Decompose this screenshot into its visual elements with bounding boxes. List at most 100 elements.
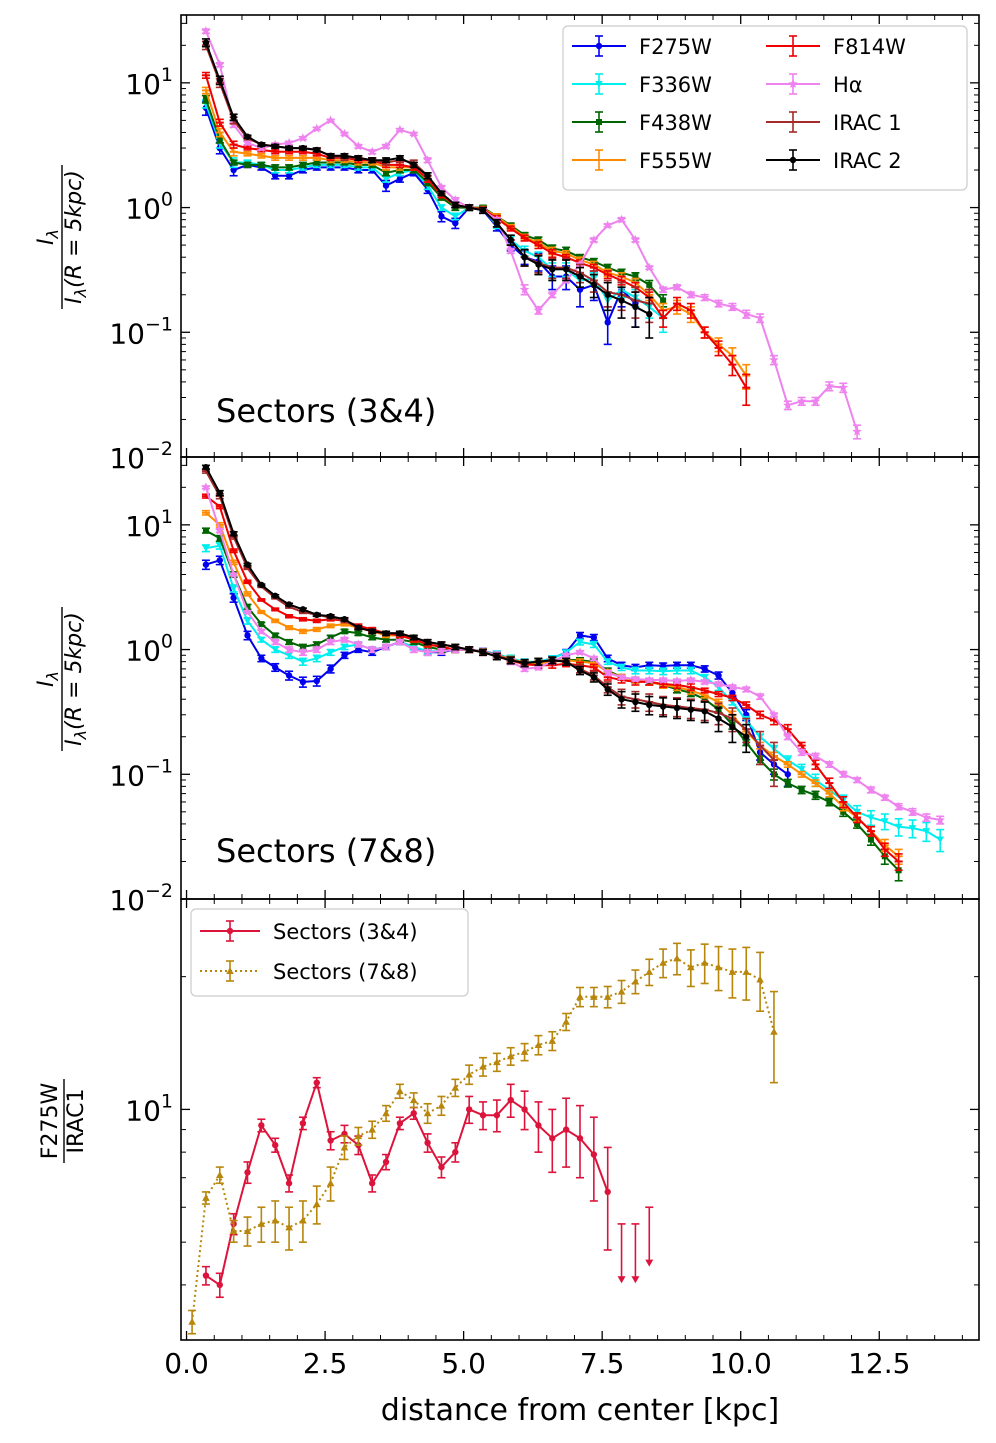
data-point (549, 1135, 556, 1142)
data-point (312, 655, 321, 663)
data-point (646, 281, 653, 288)
data-point (312, 1200, 321, 1208)
data-point (409, 644, 419, 654)
data-point (229, 1227, 238, 1235)
data-point (244, 561, 251, 568)
data-point (521, 1106, 528, 1113)
data-point (272, 172, 279, 179)
data-point (880, 818, 889, 826)
data-point (272, 592, 279, 599)
data-point (382, 182, 390, 189)
panel-1-label: Sectors (3&4) (216, 392, 436, 430)
data-point (617, 987, 626, 995)
data-point (589, 653, 599, 663)
data-point (493, 653, 501, 660)
data-point (230, 594, 237, 602)
data-point (840, 808, 847, 815)
data-point (423, 1109, 432, 1117)
data-point (355, 624, 362, 631)
data-point (202, 1194, 210, 1201)
data-point (535, 658, 542, 665)
x-axis-label: distance from center [kpc] (381, 1393, 779, 1428)
data-point (396, 630, 404, 637)
series-line-f336w (205, 544, 941, 841)
data-point (687, 667, 695, 675)
data-point (201, 26, 211, 36)
data-point (616, 672, 627, 682)
data-point (242, 137, 253, 147)
data-point (395, 124, 405, 134)
data-point (437, 204, 446, 212)
data-point (383, 636, 390, 643)
data-point (216, 1281, 223, 1289)
data-point (727, 682, 738, 692)
data-point (285, 652, 293, 660)
data-point (562, 1018, 570, 1025)
data-point (396, 154, 404, 162)
data-point (893, 801, 904, 811)
data-point (755, 313, 765, 323)
data-point (936, 836, 945, 844)
data-point (215, 59, 225, 69)
data-point (686, 675, 696, 685)
data-point (645, 667, 654, 675)
data-point (422, 155, 433, 165)
data-point (880, 792, 890, 802)
data-point (452, 643, 459, 651)
data-point (396, 1120, 404, 1127)
data-point (341, 616, 348, 623)
data-point (341, 628, 348, 635)
data-point (617, 664, 626, 672)
data-point (729, 689, 736, 697)
data-point (810, 751, 821, 761)
data-point (257, 1220, 266, 1227)
data-point (313, 159, 320, 166)
data-point (438, 190, 445, 197)
data-point (867, 836, 874, 843)
data-point (244, 133, 251, 140)
data-point (285, 1180, 293, 1187)
data-point (644, 675, 654, 685)
data-point (409, 128, 419, 138)
panel-sectors-3-4: 101 100 10−1 10−2 Sectors (3&4) (109, 15, 979, 475)
data-point (632, 303, 639, 311)
ylabel-1-den-sub: λ (71, 288, 90, 298)
y-tick-label: 101 (125, 1090, 173, 1127)
data-point (784, 780, 791, 787)
data-point (479, 649, 487, 656)
data-point (603, 220, 613, 230)
ylabel-2-den-sub: λ (71, 730, 90, 740)
data-point (632, 273, 639, 280)
data-point (325, 637, 336, 646)
data-point (381, 141, 391, 151)
series-sectors-3-4 (201, 1076, 654, 1299)
data-point (590, 993, 598, 1000)
data-point (382, 630, 390, 637)
data-point (590, 674, 598, 681)
data-point (452, 1148, 459, 1156)
data-point (729, 723, 736, 731)
data-point (618, 695, 625, 703)
data-point (562, 266, 570, 273)
data-point (632, 698, 639, 706)
data-point (728, 968, 737, 975)
data-point (575, 647, 585, 657)
data-point (673, 667, 681, 675)
data-point (549, 657, 556, 664)
data-point (616, 214, 627, 224)
data-point (590, 1151, 598, 1158)
data-point (215, 525, 225, 535)
legend-label: F814W (833, 35, 906, 59)
data-point (313, 611, 320, 619)
series-irac-2 (201, 463, 751, 754)
data-point (284, 137, 294, 147)
data-point (838, 382, 848, 392)
data-point (506, 1052, 515, 1060)
data-point (493, 219, 501, 227)
data-point (604, 264, 611, 271)
data-point (341, 652, 348, 659)
legend-marker (595, 42, 603, 50)
data-point (770, 1027, 778, 1035)
data-point (285, 172, 293, 179)
